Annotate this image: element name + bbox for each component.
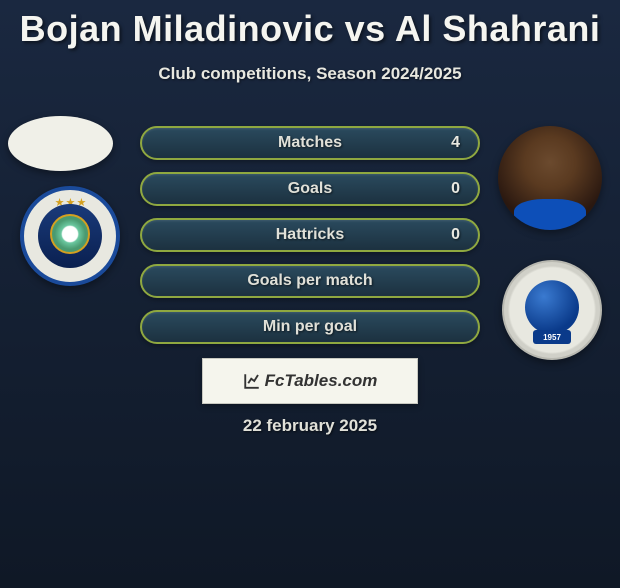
stat-label: Hattricks [276,226,344,244]
date-label: 22 february 2025 [0,416,620,436]
club-ball-icon [525,280,579,334]
stats-container: Matches 4 Goals 0 Hattricks 0 Goals per … [140,126,480,356]
stat-label: Min per goal [263,318,357,336]
stat-right-value: 4 [451,134,460,152]
stat-label: Goals [288,180,332,198]
brand-link[interactable]: FcTables.com [202,358,418,404]
stat-row-hattricks: Hattricks 0 [140,218,480,252]
player-right-club: 1957 [502,260,602,360]
stat-row-goals: Goals 0 [140,172,480,206]
subtitle: Club competitions, Season 2024/2025 [0,64,620,84]
chart-icon [243,372,261,390]
stat-label: Matches [278,134,342,152]
stat-row-gpm: Goals per match [140,264,480,298]
player-right-column [498,126,602,230]
club-sun-icon [50,214,90,254]
club-badge-left: ★ ★ ★ [20,186,120,286]
stat-right-value: 0 [451,180,460,198]
stat-right-value: 0 [451,226,460,244]
page-title: Bojan Miladinovic vs Al Shahrani [0,8,620,50]
player-left-club: ★ ★ ★ [20,186,120,286]
stat-row-mpg: Min per goal [140,310,480,344]
player-left-avatar [8,116,113,171]
player-left-column [8,116,113,171]
club-ribbon: 1957 [533,330,571,344]
stat-row-matches: Matches 4 [140,126,480,160]
stat-label: Goals per match [247,272,372,290]
player-right-avatar [498,126,602,230]
club-badge-right: 1957 [502,260,602,360]
brand-label: FcTables.com [265,371,378,391]
